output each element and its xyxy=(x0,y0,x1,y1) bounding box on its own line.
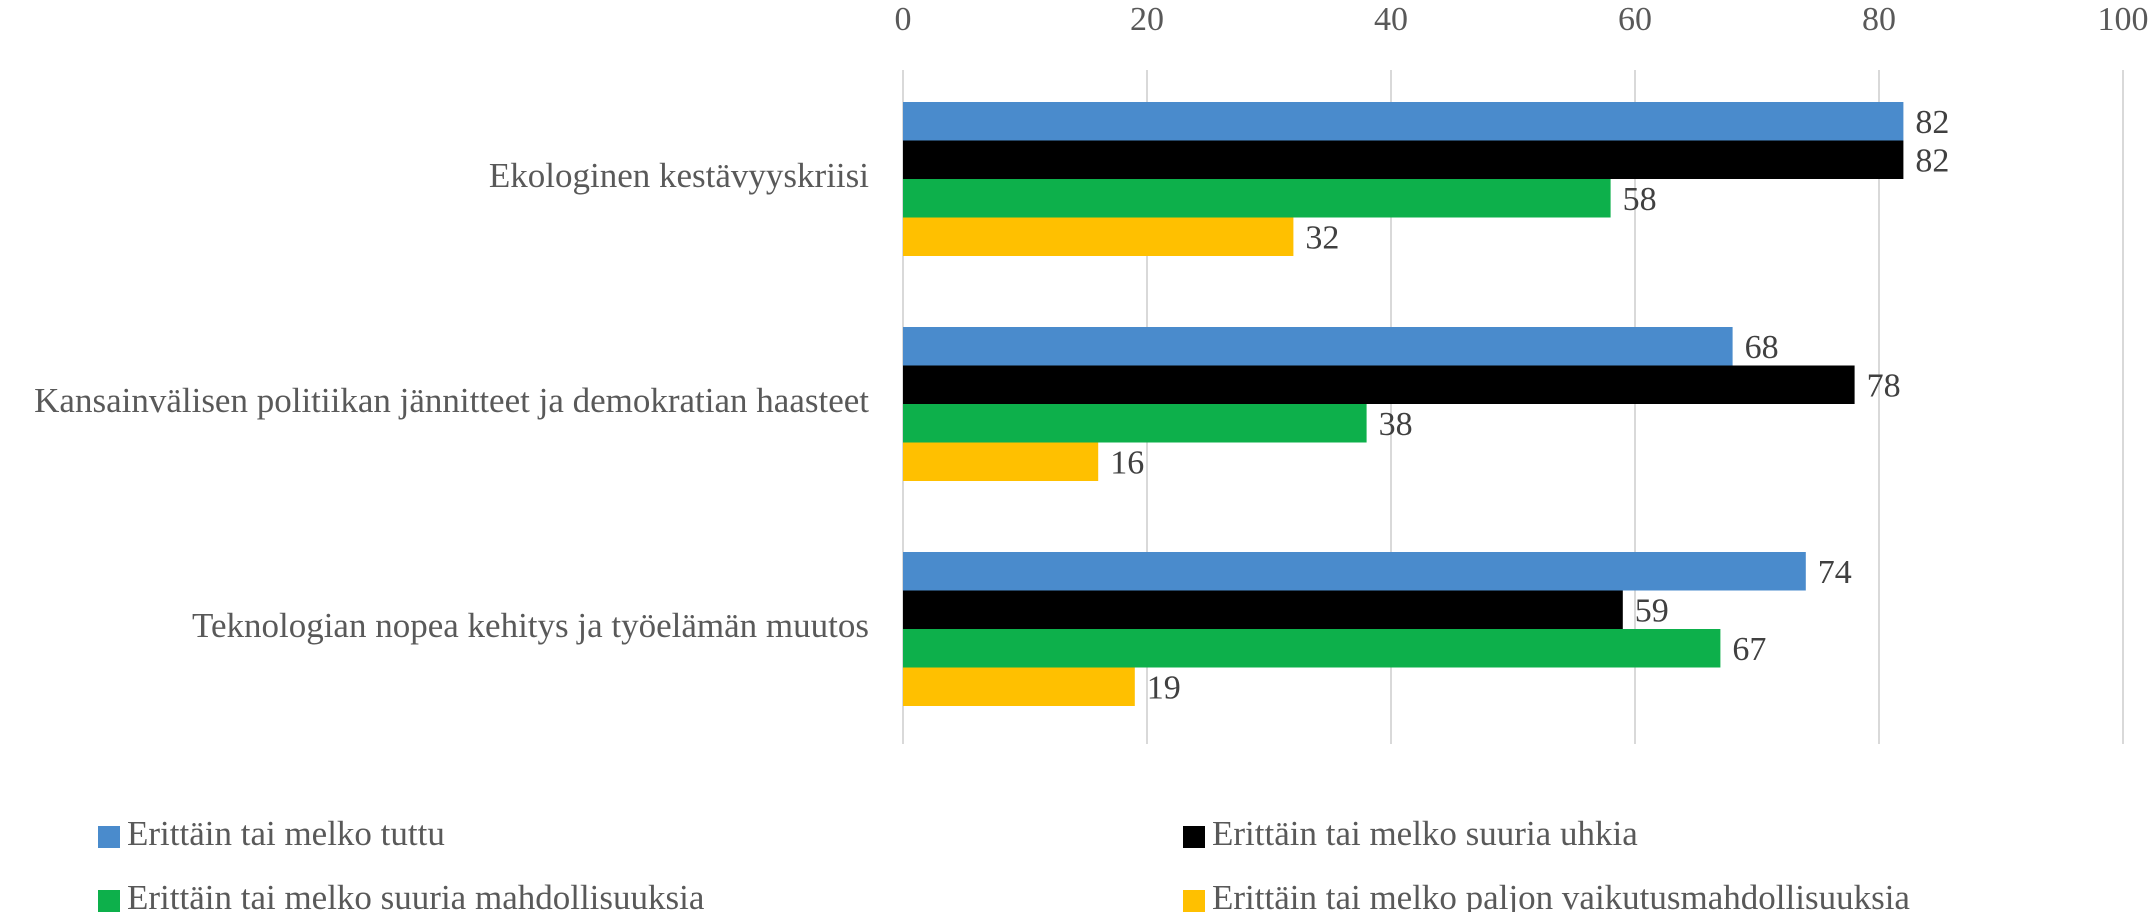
value-label: 82 xyxy=(1915,104,1949,141)
value-label: 38 xyxy=(1379,406,1413,443)
value-label: 78 xyxy=(1867,368,1901,405)
bar xyxy=(903,217,1294,256)
value-label: 68 xyxy=(1745,329,1779,366)
bar xyxy=(903,552,1806,591)
bar xyxy=(903,404,1367,443)
bar xyxy=(903,629,1721,668)
value-label: 59 xyxy=(1635,593,1669,630)
legend-marker xyxy=(1183,826,1205,848)
bar xyxy=(903,590,1623,629)
legend-label: Erittäin tai melko paljon vaikutusmahdol… xyxy=(1212,878,1910,912)
category-label: Kansainvälisen politiikan jännitteet ja … xyxy=(34,381,869,420)
legend-label: Erittäin tai melko suuria uhkia xyxy=(1212,814,1638,853)
bar xyxy=(903,140,1904,179)
value-label: 82 xyxy=(1915,143,1949,180)
value-label: 74 xyxy=(1818,554,1852,591)
value-label: 58 xyxy=(1623,181,1657,218)
x-tick-label: 20 xyxy=(1130,1,1164,38)
x-tick-label: 40 xyxy=(1374,1,1408,38)
x-tick-label: 0 xyxy=(895,1,912,38)
value-label: 16 xyxy=(1110,445,1144,482)
x-tick-label: 60 xyxy=(1618,1,1652,38)
category-label: Teknologian nopea kehitys ja työelämän m… xyxy=(192,606,869,645)
value-label: 67 xyxy=(1732,631,1766,668)
legend-marker xyxy=(1183,890,1205,912)
legend-label: Erittäin tai melko suuria mahdollisuuksi… xyxy=(127,878,705,912)
value-label: 32 xyxy=(1305,220,1339,257)
bar xyxy=(903,102,1904,141)
legend-label: Erittäin tai melko tuttu xyxy=(127,814,445,853)
category-label: Ekologinen kestävyyskriisi xyxy=(489,156,869,195)
bar xyxy=(903,365,1855,404)
x-tick-label: 80 xyxy=(1862,1,1896,38)
bar xyxy=(903,179,1611,218)
legend-marker xyxy=(98,826,120,848)
bar xyxy=(903,667,1135,706)
value-label: 19 xyxy=(1147,670,1181,707)
bar xyxy=(903,442,1099,481)
bar xyxy=(903,327,1733,366)
legend-marker xyxy=(98,890,120,912)
x-tick-label: 100 xyxy=(2098,1,2149,38)
